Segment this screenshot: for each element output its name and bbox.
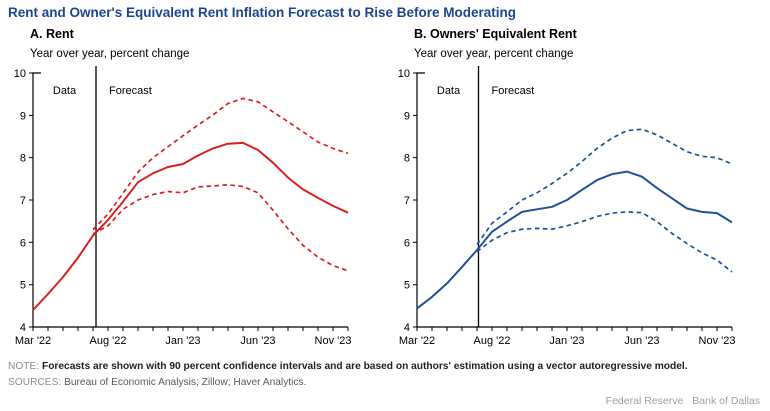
- sources-line: SOURCES: Bureau of Economic Analysis; Zi…: [8, 375, 762, 391]
- panel-rent-header: A. Rent: [30, 27, 74, 41]
- series-center-line: [416, 170, 733, 310]
- panel-rent-axis-title: Year over year, percent change: [30, 48, 190, 60]
- y-axis: [32, 72, 41, 327]
- y-tick-label: 9: [20, 110, 26, 122]
- y-tick-label: 8: [20, 153, 26, 165]
- oer-chart: 4 5 6 7 8 9 10 Mar '22 Aug '22 Jan '23 Jun '23 Nov …: [398, 66, 736, 347]
- data-region-label: Data: [53, 85, 77, 97]
- y-axis: [416, 72, 425, 327]
- y-tick-label: 7: [20, 195, 26, 207]
- panel-rent: A. Rent Year over year, percent change 4…: [8, 25, 380, 351]
- y-tick-label: 10: [14, 68, 26, 80]
- wordmark-bank-of-dallas: Bank of Dallas: [692, 395, 760, 407]
- x-tick-label: Mar '22: [399, 335, 435, 347]
- series-confidence-band-line: [92, 183, 349, 272]
- panel-oer: B. Owners' Equivalent Rent Year over yea…: [392, 25, 764, 351]
- sources-label: SOURCES:: [8, 376, 62, 388]
- y-tick-label: 4: [404, 322, 410, 334]
- x-tick-label: Jan '23: [165, 335, 200, 347]
- y-tick-label: 8: [404, 153, 410, 165]
- y-tick-label: 5: [20, 280, 26, 292]
- data-region-label: Data: [437, 85, 461, 97]
- dallas-fed-wordmark: Federal Reserve Bank of Dallas: [606, 395, 760, 407]
- wordmark-federal-reserve: Federal Reserve: [605, 395, 684, 407]
- y-tick-label: 6: [20, 237, 26, 249]
- panel-oer-axis-title: Year over year, percent change: [414, 48, 574, 60]
- forecast-region-label: Forecast: [492, 85, 535, 97]
- y-tick-label: 9: [404, 110, 410, 122]
- series-confidence-band-line: [92, 97, 349, 231]
- figure-notes: NOTE: Forecasts are shown with 90 percen…: [8, 359, 762, 391]
- note-label: NOTE:: [8, 361, 40, 372]
- y-tick-label: 6: [404, 237, 410, 249]
- x-tick-label: Mar '22: [15, 335, 51, 347]
- y-tick-label: 5: [404, 280, 410, 292]
- series-confidence-band-line: [476, 211, 733, 273]
- x-tick-label: Jan '23: [549, 335, 584, 347]
- x-tick-label: Aug '22: [90, 335, 127, 347]
- forecast-region-label: Forecast: [109, 85, 152, 97]
- x-tick-label: Nov '23: [699, 335, 736, 347]
- series-confidence-band-line: [476, 128, 733, 245]
- y-tick-label: 7: [404, 195, 410, 207]
- sources-text: Bureau of Economic Analysis; Zillow; Hav…: [64, 376, 307, 388]
- x-tick-label: Nov '23: [315, 335, 352, 347]
- x-tick-label: Jun '23: [624, 335, 659, 347]
- panel-oer-header: B. Owners' Equivalent Rent: [414, 27, 577, 41]
- note-line: NOTE: Forecasts are shown with 90 percen…: [8, 359, 762, 375]
- note-text: Forecasts are shown with 90 percent conf…: [41, 361, 688, 372]
- series-center-line: [32, 141, 349, 311]
- chart-panels: A. Rent Year over year, percent change 4…: [8, 25, 762, 351]
- rent-chart: 4 5 6 7 8 9 10 Mar '22 Aug '22 Jan '23 Jun '23 Nov …: [14, 66, 352, 347]
- x-tick-label: Aug '22: [474, 335, 511, 347]
- y-tick-label: 4: [20, 322, 26, 334]
- figure-title: Rent and Owner's Equivalent Rent Inflati…: [8, 5, 517, 20]
- x-tick-label: Jun '23: [240, 335, 275, 347]
- y-tick-label: 10: [398, 68, 410, 80]
